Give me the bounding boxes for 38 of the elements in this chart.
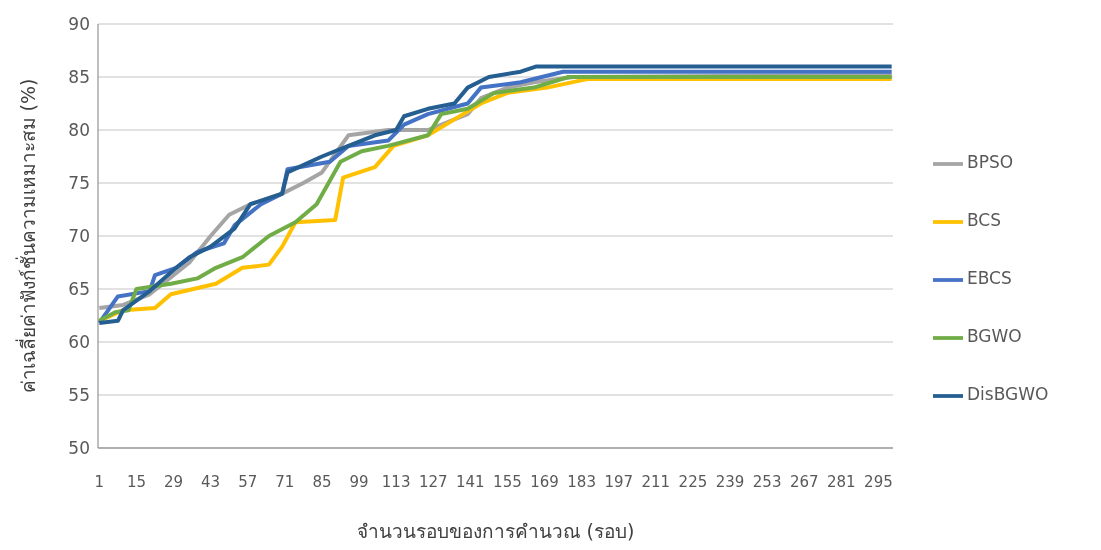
x-axis-title: จำนวนรอบของการคำนวณ (รอบ) (356, 520, 635, 542)
x-tick-label: 99 (349, 472, 369, 491)
x-tick-label: 57 (238, 472, 258, 491)
x-tick-label: 211 (641, 472, 671, 491)
x-tick-label: 267 (789, 472, 819, 491)
x-tick-label: 71 (275, 472, 295, 491)
x-tick-label: 113 (381, 472, 411, 491)
x-tick-label: 183 (567, 472, 596, 491)
y-tick-label: 80 (68, 120, 90, 141)
y-tick-label: 65 (68, 279, 90, 300)
y-tick-label: 90 (68, 14, 90, 35)
x-tick-label: 253 (752, 472, 782, 491)
legend-label: EBCS (967, 268, 1012, 288)
y-tick-label: 75 (68, 173, 90, 194)
legend-label: BCS (967, 210, 1002, 230)
x-tick-label: 141 (456, 472, 485, 491)
x-tick-label: 225 (678, 472, 708, 491)
x-tick-label: 85 (312, 472, 332, 491)
y-tick-label: 50 (68, 438, 90, 459)
legend-label: DisBGWO (967, 384, 1049, 404)
x-tick-label: 29 (163, 472, 184, 491)
y-tick-label: 70 (68, 226, 90, 247)
x-tick-label: 155 (493, 472, 522, 491)
x-tick-label: 1 (94, 472, 105, 491)
y-axis-title: ค่าเฉลี่ยค่าฟังก์ชั่นความเหมาะสม (%) (14, 78, 39, 394)
x-tick-label: 295 (864, 472, 893, 491)
y-tick-label: 85 (68, 67, 90, 88)
legend-label: BPSO (967, 152, 1014, 172)
x-tick-label: 127 (418, 472, 448, 491)
legend-label: BGWO (967, 326, 1022, 346)
x-tick-label: 169 (530, 472, 559, 491)
x-tick-label: 15 (126, 472, 146, 491)
x-tick-label: 197 (604, 472, 634, 491)
x-tick-label: 239 (715, 472, 745, 491)
x-tick-label: 281 (827, 472, 856, 491)
y-tick-label: 60 (68, 332, 90, 353)
y-tick-label: 55 (68, 385, 90, 406)
x-tick-label: 43 (201, 472, 221, 491)
